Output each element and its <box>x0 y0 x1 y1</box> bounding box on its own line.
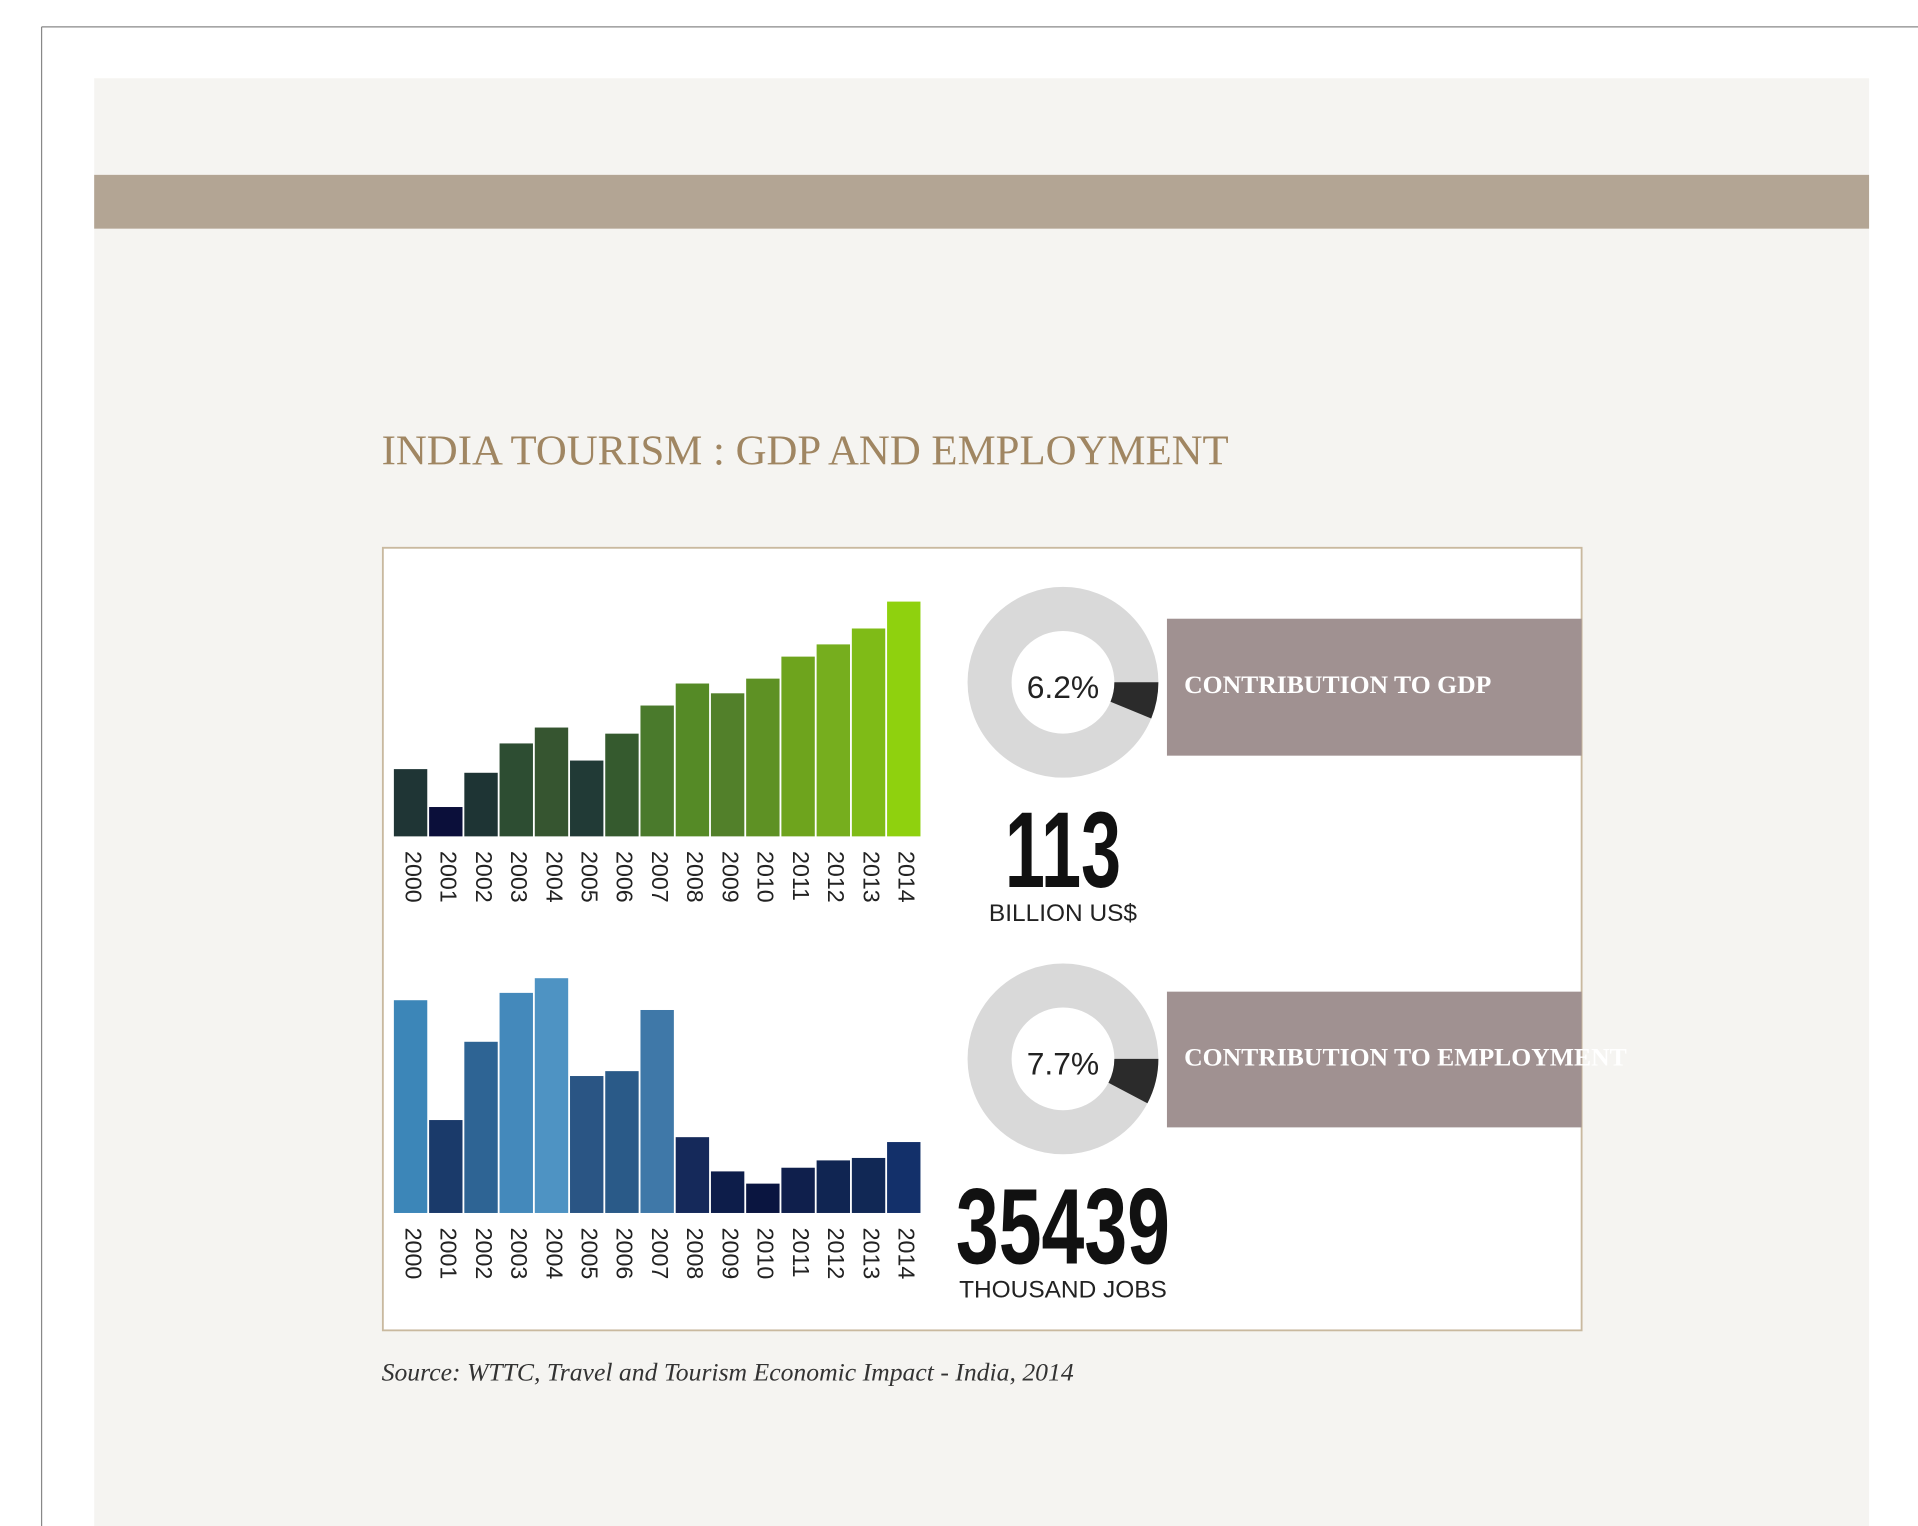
bar <box>746 678 780 837</box>
source: Source: WTTC, Travel and Tourism Economi… <box>382 1357 1074 1386</box>
x-tick-label: 2004 <box>541 1228 567 1280</box>
bar <box>781 1167 815 1213</box>
bar <box>464 1041 498 1213</box>
donut-value: 6.2% <box>1027 669 1099 705</box>
bar <box>570 1076 604 1213</box>
x-tick-label: 2009 <box>717 851 743 903</box>
bar <box>675 683 710 837</box>
bar <box>851 1157 886 1213</box>
x-tick-label: 2005 <box>576 1228 602 1280</box>
bar <box>887 601 921 837</box>
label-text: CONTRIBUTION TO EMPLOYMENT <box>1184 1042 1627 1071</box>
x-tick-label: 2014 <box>894 851 920 903</box>
x-tick-label: 2001 <box>436 851 462 903</box>
x-tick-label: 2014 <box>894 1228 920 1280</box>
x-tick-label: 2006 <box>612 851 638 903</box>
x-tick-label: 2011 <box>788 851 814 901</box>
bar <box>816 1160 851 1213</box>
x-tick-label: 2013 <box>858 851 884 903</box>
bar <box>429 807 463 837</box>
x-tick-label: 2003 <box>506 1228 532 1280</box>
bar <box>710 693 745 837</box>
x-tick-label: 2007 <box>647 851 673 903</box>
donut-slice <box>1108 1058 1159 1104</box>
x-tick-label: 2012 <box>823 851 849 903</box>
bar <box>534 978 569 1213</box>
total-label: BILLION US$ <box>989 900 1137 927</box>
x-tick-label: 2006 <box>612 1228 638 1280</box>
x-tick-label: 2009 <box>717 1228 743 1280</box>
x-tick-label: 2002 <box>471 1228 497 1280</box>
bar <box>499 743 533 837</box>
bar <box>887 1142 921 1213</box>
x-tick-label: 2004 <box>541 851 567 903</box>
bar <box>393 769 428 837</box>
x-tick-label: 2013 <box>858 1228 884 1280</box>
header-band <box>94 174 1870 229</box>
bar <box>640 705 674 837</box>
bar <box>570 760 604 837</box>
bar <box>640 1009 674 1213</box>
bar <box>746 1183 780 1213</box>
x-tick-label: 2010 <box>753 851 779 903</box>
x-tick-label: 2000 <box>400 851 426 903</box>
x-tick-label: 2008 <box>682 1228 708 1280</box>
bar <box>393 1000 428 1213</box>
bar <box>675 1137 710 1213</box>
bar <box>605 733 639 837</box>
x-tick-label: 2010 <box>753 1228 779 1280</box>
bar <box>781 656 815 837</box>
bar <box>710 1171 745 1213</box>
x-tick-label: 2005 <box>576 851 602 903</box>
x-tick-label: 2007 <box>647 1228 673 1280</box>
bar <box>851 628 886 837</box>
donut-slice <box>1110 682 1159 719</box>
total-label: THOUSAND JOBS <box>959 1277 1167 1304</box>
bar <box>429 1120 463 1213</box>
title: INDIA TOURISM : GDP AND EMPLOYMENT <box>382 428 1229 475</box>
label-text: CONTRIBUTION TO GDP <box>1184 670 1491 699</box>
x-tick-label: 2011 <box>788 1228 814 1278</box>
donut-value: 7.7% <box>1027 1046 1099 1082</box>
label-box <box>1166 618 1582 756</box>
x-tick-label: 2002 <box>471 851 497 903</box>
x-tick-label: 2000 <box>400 1228 426 1280</box>
total-value: 35439 <box>956 1166 1170 1286</box>
total-value: 113 <box>1005 790 1121 910</box>
bar <box>816 644 851 837</box>
x-tick-label: 2008 <box>682 851 708 903</box>
bar <box>534 727 569 837</box>
x-tick-label: 2012 <box>823 1228 849 1280</box>
bar <box>464 772 498 837</box>
bar <box>499 992 533 1213</box>
label-box <box>1166 991 1582 1128</box>
bar <box>605 1071 639 1213</box>
x-tick-label: 2003 <box>506 851 532 903</box>
x-tick-label: 2001 <box>436 1228 462 1280</box>
